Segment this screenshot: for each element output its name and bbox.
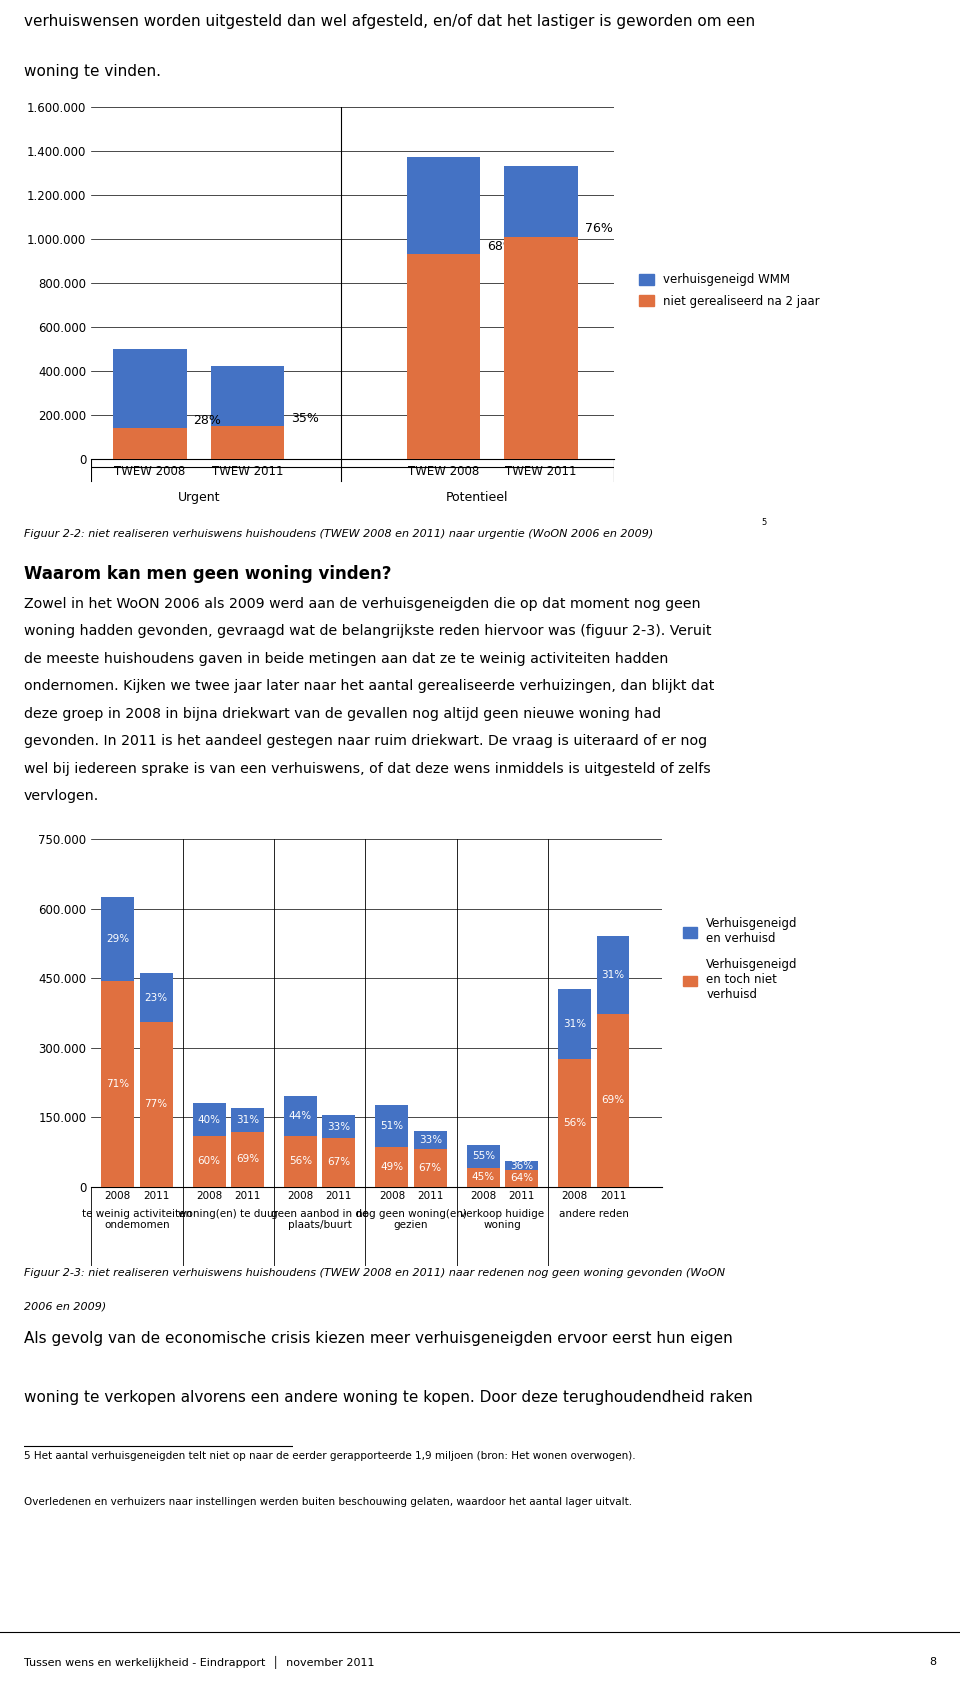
- Bar: [505, 1170, 539, 1186]
- Bar: [467, 1144, 500, 1168]
- Text: Figuur 2-3: niet realiseren verhuiswens huishoudens (TWEW 2008 en 2011) naar red: Figuur 2-3: niet realiseren verhuiswens …: [24, 1268, 725, 1278]
- Bar: [414, 1149, 446, 1186]
- Text: 44%: 44%: [289, 1110, 312, 1120]
- Text: 36%: 36%: [510, 1161, 533, 1171]
- Text: 33%: 33%: [327, 1122, 350, 1132]
- Bar: [505, 1161, 539, 1170]
- Bar: [596, 936, 630, 1014]
- Bar: [139, 973, 173, 1022]
- Text: Waarom kan men geen woning vinden?: Waarom kan men geen woning vinden?: [24, 564, 392, 583]
- Bar: [323, 1115, 355, 1139]
- Text: Zowel in het WoON 2006 als 2009 werd aan de verhuisgeneigden die op dat moment n: Zowel in het WoON 2006 als 2009 werd aan…: [24, 597, 701, 610]
- Bar: [284, 1136, 317, 1186]
- Text: Tussen wens en werkelijkheid - Eindrapport  │  november 2011: Tussen wens en werkelijkheid - Eindrappo…: [24, 1656, 374, 1670]
- Bar: [211, 366, 284, 459]
- Text: andere reden: andere reden: [559, 1209, 629, 1219]
- Bar: [193, 1136, 226, 1186]
- Text: Potentieel: Potentieel: [446, 492, 509, 503]
- Bar: [558, 988, 591, 1059]
- Bar: [504, 237, 578, 459]
- Text: nog geen woning(en)
gezien: nog geen woning(en) gezien: [355, 1209, 467, 1231]
- Text: 71%: 71%: [107, 1078, 130, 1088]
- Bar: [467, 1168, 500, 1186]
- Bar: [284, 1097, 317, 1136]
- Bar: [231, 1132, 264, 1186]
- Text: woning te vinden.: woning te vinden.: [24, 64, 161, 80]
- Text: 5: 5: [761, 519, 766, 527]
- Bar: [414, 1131, 446, 1149]
- Legend: Verhuisgeneigd
en verhuisd, Verhuisgeneigd
en toch niet
verhuisd: Verhuisgeneigd en verhuisd, Verhuisgenei…: [678, 912, 803, 1007]
- Text: deze groep in 2008 in bijna driekwart van de gevallen nog altijd geen nieuwe won: deze groep in 2008 in bijna driekwart va…: [24, 707, 661, 720]
- Text: 51%: 51%: [380, 1120, 403, 1131]
- Bar: [375, 1105, 408, 1148]
- Text: 2006 en 2009): 2006 en 2009): [24, 1302, 107, 1312]
- Text: 56%: 56%: [564, 1119, 587, 1127]
- Text: 8: 8: [929, 1658, 936, 1668]
- Text: Figuur 2-2: niet realiseren verhuiswens huishoudens (TWEW 2008 en 2011) naar urg: Figuur 2-2: niet realiseren verhuiswens …: [24, 529, 653, 539]
- Bar: [139, 1022, 173, 1186]
- Text: 49%: 49%: [380, 1161, 403, 1171]
- Text: vervlogen.: vervlogen.: [24, 790, 99, 803]
- Text: 76%: 76%: [585, 222, 612, 236]
- Bar: [407, 158, 480, 459]
- Bar: [504, 166, 578, 459]
- Text: de meeste huishoudens gaven in beide metingen aan dat ze te weinig activiteiten : de meeste huishoudens gaven in beide met…: [24, 651, 668, 666]
- Bar: [231, 1109, 264, 1132]
- Text: 77%: 77%: [145, 1100, 168, 1110]
- Text: woning(en) te duur: woning(en) te duur: [179, 1209, 278, 1219]
- Text: 29%: 29%: [107, 934, 130, 944]
- Text: ondernomen. Kijken we twee jaar later naar het aantal gerealiseerde verhuizingen: ondernomen. Kijken we twee jaar later na…: [24, 680, 714, 693]
- Text: 68%: 68%: [487, 239, 515, 253]
- Text: geen aanbod in de
plaats/buurt: geen aanbod in de plaats/buurt: [271, 1209, 369, 1231]
- Bar: [113, 349, 186, 459]
- Text: 56%: 56%: [289, 1156, 312, 1166]
- Bar: [193, 1103, 226, 1136]
- Bar: [407, 254, 480, 459]
- Bar: [113, 429, 186, 459]
- Text: 31%: 31%: [236, 1115, 259, 1125]
- Text: wel bij iedereen sprake is van een verhuiswens, of dat deze wens inmiddels is ui: wel bij iedereen sprake is van een verhu…: [24, 761, 710, 776]
- Text: 28%: 28%: [193, 414, 221, 427]
- Bar: [101, 897, 134, 981]
- Text: 60%: 60%: [198, 1156, 221, 1166]
- Text: 67%: 67%: [419, 1163, 442, 1173]
- Bar: [101, 981, 134, 1186]
- Text: Overledenen en verhuizers naar instellingen werden buiten beschouwing gelaten, w: Overledenen en verhuizers naar instellin…: [24, 1497, 632, 1507]
- Text: 31%: 31%: [602, 970, 625, 980]
- Legend: verhuisgeneigd WMM, niet gerealiseerd na 2 jaar: verhuisgeneigd WMM, niet gerealiseerd na…: [635, 268, 825, 312]
- Text: verhuiswensen worden uitgesteld dan wel afgesteld, en/of dat het lastiger is gew: verhuiswensen worden uitgesteld dan wel …: [24, 14, 756, 29]
- Text: 23%: 23%: [145, 993, 168, 1003]
- Text: 33%: 33%: [419, 1136, 442, 1146]
- Text: woning hadden gevonden, gevraagd wat de belangrijkste reden hiervoor was (figuur: woning hadden gevonden, gevraagd wat de …: [24, 624, 711, 637]
- Text: 69%: 69%: [236, 1154, 259, 1164]
- Text: 35%: 35%: [291, 412, 319, 424]
- Text: verkoop huidige
woning: verkoop huidige woning: [461, 1209, 544, 1231]
- Text: Als gevolg van de economische crisis kiezen meer verhuisgeneigden ervoor eerst h: Als gevolg van de economische crisis kie…: [24, 1331, 732, 1346]
- Text: 5 Het aantal verhuisgeneigden telt niet op naar de eerder gerapporteerde 1,9 mil: 5 Het aantal verhuisgeneigden telt niet …: [24, 1451, 636, 1461]
- Bar: [323, 1139, 355, 1186]
- Text: 40%: 40%: [198, 1115, 221, 1125]
- Text: woning te verkopen alvorens een andere woning te kopen. Door deze terughoudendhe: woning te verkopen alvorens een andere w…: [24, 1390, 753, 1405]
- Bar: [211, 427, 284, 459]
- Text: 64%: 64%: [510, 1173, 533, 1183]
- Bar: [375, 1148, 408, 1186]
- Bar: [558, 1059, 591, 1186]
- Text: 55%: 55%: [471, 1151, 494, 1161]
- Text: Urgent: Urgent: [178, 492, 220, 503]
- Text: gevonden. In 2011 is het aandeel gestegen naar ruim driekwart. De vraag is uiter: gevonden. In 2011 is het aandeel gestege…: [24, 734, 708, 747]
- Text: 67%: 67%: [327, 1158, 350, 1168]
- Text: te weinig activiteiten
ondemomen: te weinig activiteiten ondemomen: [82, 1209, 192, 1231]
- Text: 45%: 45%: [471, 1173, 494, 1181]
- Bar: [596, 1014, 630, 1186]
- Text: 31%: 31%: [564, 1019, 587, 1029]
- Text: 69%: 69%: [602, 1095, 625, 1105]
